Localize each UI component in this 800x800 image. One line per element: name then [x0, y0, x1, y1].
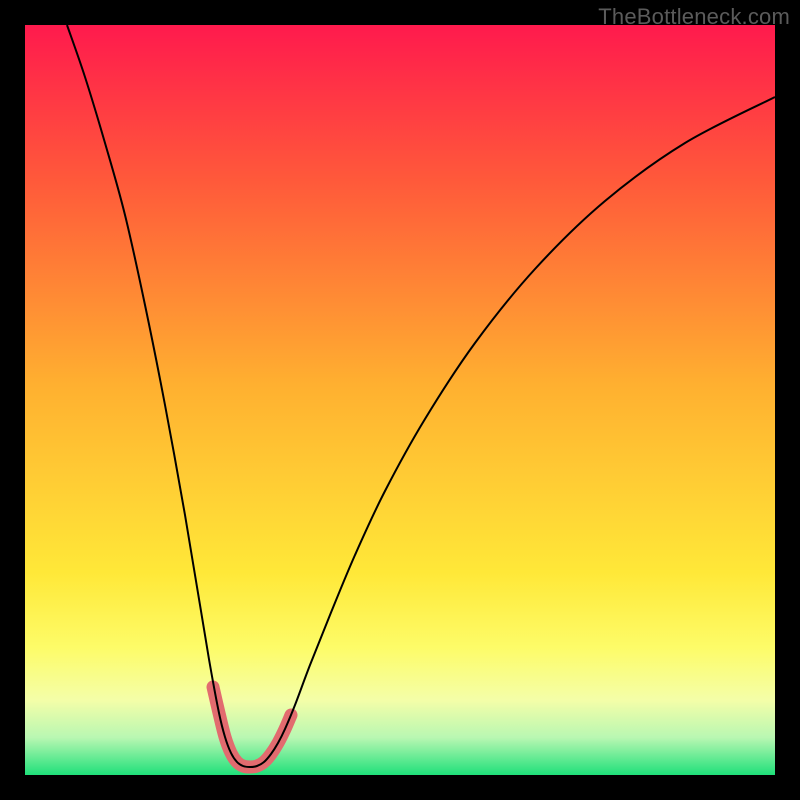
curve-layer — [25, 25, 775, 775]
bottleneck-curve — [67, 25, 775, 767]
plot-area — [25, 25, 775, 775]
watermark-text: TheBottleneck.com — [598, 4, 790, 30]
outer-frame: TheBottleneck.com — [0, 0, 800, 800]
highlight-segment — [213, 687, 291, 767]
